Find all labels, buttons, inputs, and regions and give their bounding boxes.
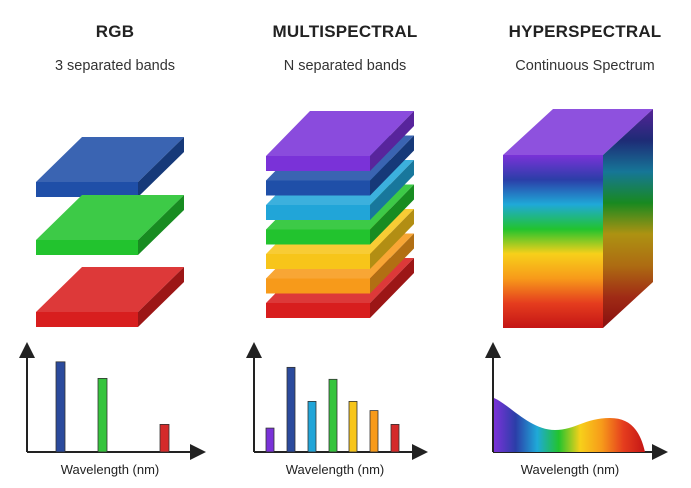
rgb-layer-blue-top [36, 137, 184, 182]
rgb-bar-red [159, 423, 170, 453]
rgb-subtitle: 3 separated bands [54, 58, 176, 74]
multispectral-layer-green-front [266, 229, 370, 245]
rgb-spectrum-plot [19, 342, 206, 460]
rgb-bar-green [97, 377, 108, 453]
multispectral-layer-cyan-side [370, 160, 414, 220]
hyperspectral-cube [503, 109, 653, 328]
rgb-bar-blue [55, 361, 66, 453]
rgb-layer-blue-side [138, 137, 184, 197]
hyperspectral-spectrum-plot [485, 342, 668, 460]
multispectral-layer-violet-top [266, 111, 414, 156]
multispectral-bar-orange [369, 410, 379, 453]
multispectral-layer-violet [266, 111, 414, 171]
hyperspectral-axis-label: Wavelength (nm) [520, 462, 620, 477]
multispectral-layer-orange-side [370, 233, 414, 294]
multispectral-layer-red-side [370, 258, 414, 318]
multispectral-subtitle: N separated bands [283, 58, 407, 74]
rgb-layer-stack [36, 137, 184, 327]
rgb-layer-red-top [36, 267, 184, 312]
hyperspectral-curve [494, 398, 645, 452]
rgb-title: RGB [95, 22, 135, 41]
multispectral-bar-red [390, 423, 400, 453]
rgb-axis-label: Wavelength (nm) [60, 462, 160, 477]
multispectral-layer-violet-side [370, 111, 414, 171]
hyperspectral-cube-side [603, 109, 653, 328]
multispectral-layer-yellow-side [370, 209, 414, 269]
rgb-layer-red [36, 267, 184, 327]
hyperspectral-subtitle: Continuous Spectrum [515, 58, 655, 74]
rgb-layer-green-top [36, 195, 184, 240]
multispectral-bar-yellow [348, 400, 358, 453]
multispectral-layer-violet-front [266, 156, 370, 171]
multispectral-layer-blue-front [266, 180, 370, 196]
rgb-layer-green-side [138, 195, 184, 255]
multispectral-bar-cyan [307, 400, 317, 453]
multispectral-bar-green [328, 378, 338, 453]
hyperspectral-title: HYPERSPECTRAL [508, 22, 662, 41]
multispectral-bar-violet [265, 427, 275, 453]
multispectral-layer-green-side [370, 184, 414, 245]
rgb-layer-red-front [36, 312, 138, 327]
rgb-layer-green [36, 195, 184, 255]
multispectral-title: MULTISPECTRAL [272, 22, 418, 41]
multispectral-layer-stack [266, 111, 414, 318]
rgb-layer-blue-front [36, 182, 138, 197]
multispectral-layer-orange-front [266, 278, 370, 294]
multispectral-layer-blue-side [370, 135, 414, 196]
multispectral-layer-red-front [266, 303, 370, 318]
multispectral-spectrum-plot [246, 342, 428, 460]
multispectral-layer-cyan-front [266, 205, 370, 220]
multispectral-layer-yellow-front [266, 254, 370, 269]
multispectral-axis-label: Wavelength (nm) [285, 462, 385, 477]
multispectral-bar-blue [286, 366, 296, 453]
hyperspectral-cube-front [503, 155, 603, 328]
rgb-layer-blue [36, 137, 184, 197]
rgb-layer-red-side [138, 267, 184, 327]
rgb-layer-green-front [36, 240, 138, 255]
